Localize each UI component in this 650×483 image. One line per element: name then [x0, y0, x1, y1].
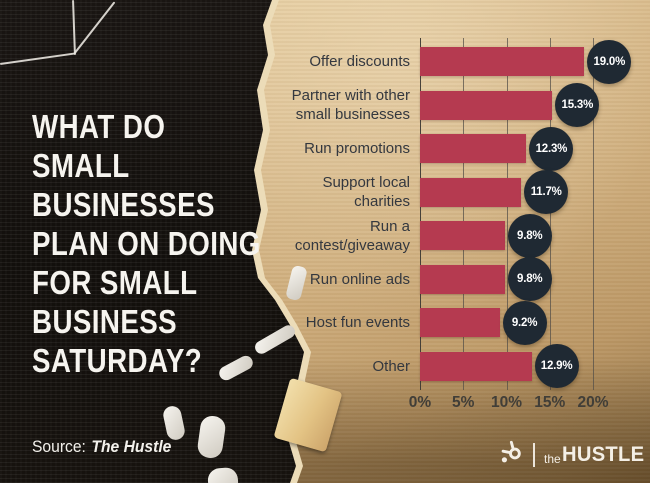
category-label: Offer discounts — [309, 53, 410, 71]
category-label: Run a contest/giveaway — [294, 217, 410, 254]
x-axis-tick: 10% — [490, 394, 523, 411]
source-value: The Hustle — [91, 437, 172, 456]
chart-row: Host fun events 9.2% — [278, 300, 648, 345]
value-badge: 15.3% — [555, 83, 600, 128]
gridline — [549, 38, 551, 390]
category-label: Partner with other small businesses — [291, 87, 410, 124]
hubspot-sprocket-icon — [500, 440, 525, 470]
x-axis-tick: 20% — [577, 394, 609, 411]
bar — [420, 351, 532, 381]
scratch-line — [0, 52, 76, 65]
bar — [420, 134, 527, 164]
brand-divider — [533, 443, 535, 467]
category-label: Other — [372, 357, 410, 375]
dark-left-panel — [0, 0, 304, 483]
bar — [420, 47, 585, 77]
brand-name: HUSTLE — [561, 443, 645, 466]
chart-row: Run a contest/giveaway 9.8% — [278, 213, 648, 258]
source-credit: Source: The Hustle — [32, 437, 171, 457]
gridline — [463, 38, 465, 390]
value-badge: 9.8% — [507, 257, 552, 302]
value-badge: 11.7% — [524, 170, 569, 215]
category-label: Support local charities — [322, 174, 410, 211]
brand-the: the — [544, 452, 561, 466]
value-badge: 12.9% — [534, 344, 579, 389]
chart-row: Partner with other small businesses 15.3% — [278, 83, 648, 128]
gridline — [506, 38, 508, 390]
chart-row: Offer discounts 19.0% — [278, 39, 648, 84]
bar — [420, 221, 505, 251]
chart-row: Run promotions 12.3% — [278, 126, 648, 171]
value-badge: 9.2% — [502, 300, 547, 345]
bar-chart: 0% 5% 10% 15% 20% Offer discounts 19.0% Partner… — [278, 38, 648, 423]
x-axis-tick: 15% — [534, 394, 566, 411]
gridline — [593, 38, 594, 390]
bar — [420, 308, 500, 338]
category-label: Run online ads — [309, 270, 410, 288]
x-axis-tick: 0% — [408, 394, 432, 411]
value-badge: 12.3% — [529, 126, 574, 171]
axis-line — [420, 38, 421, 390]
page-title: WHAT DO SMALL BUSINESSES PLAN ON DOING F… — [32, 108, 261, 379]
source-label: Source: — [32, 437, 86, 456]
value-badge: 19.0% — [587, 39, 632, 84]
value-badge: 9.8% — [507, 213, 552, 258]
chart-row: Other 12.9% — [278, 344, 648, 389]
brand-lockup: the HUSTLE — [500, 440, 648, 470]
scratch-line — [73, 1, 116, 55]
bar — [420, 90, 553, 120]
x-axis-tick: 5% — [452, 394, 475, 411]
scratch-line — [72, 0, 76, 56]
chart-row: Run online ads 9.8% — [278, 257, 648, 302]
category-label: Host fun events — [305, 314, 410, 332]
bar — [420, 177, 522, 207]
category-label: Run promotions — [304, 140, 410, 158]
chart-row: Support local charities 11.7% — [278, 170, 648, 215]
bar — [420, 264, 505, 294]
